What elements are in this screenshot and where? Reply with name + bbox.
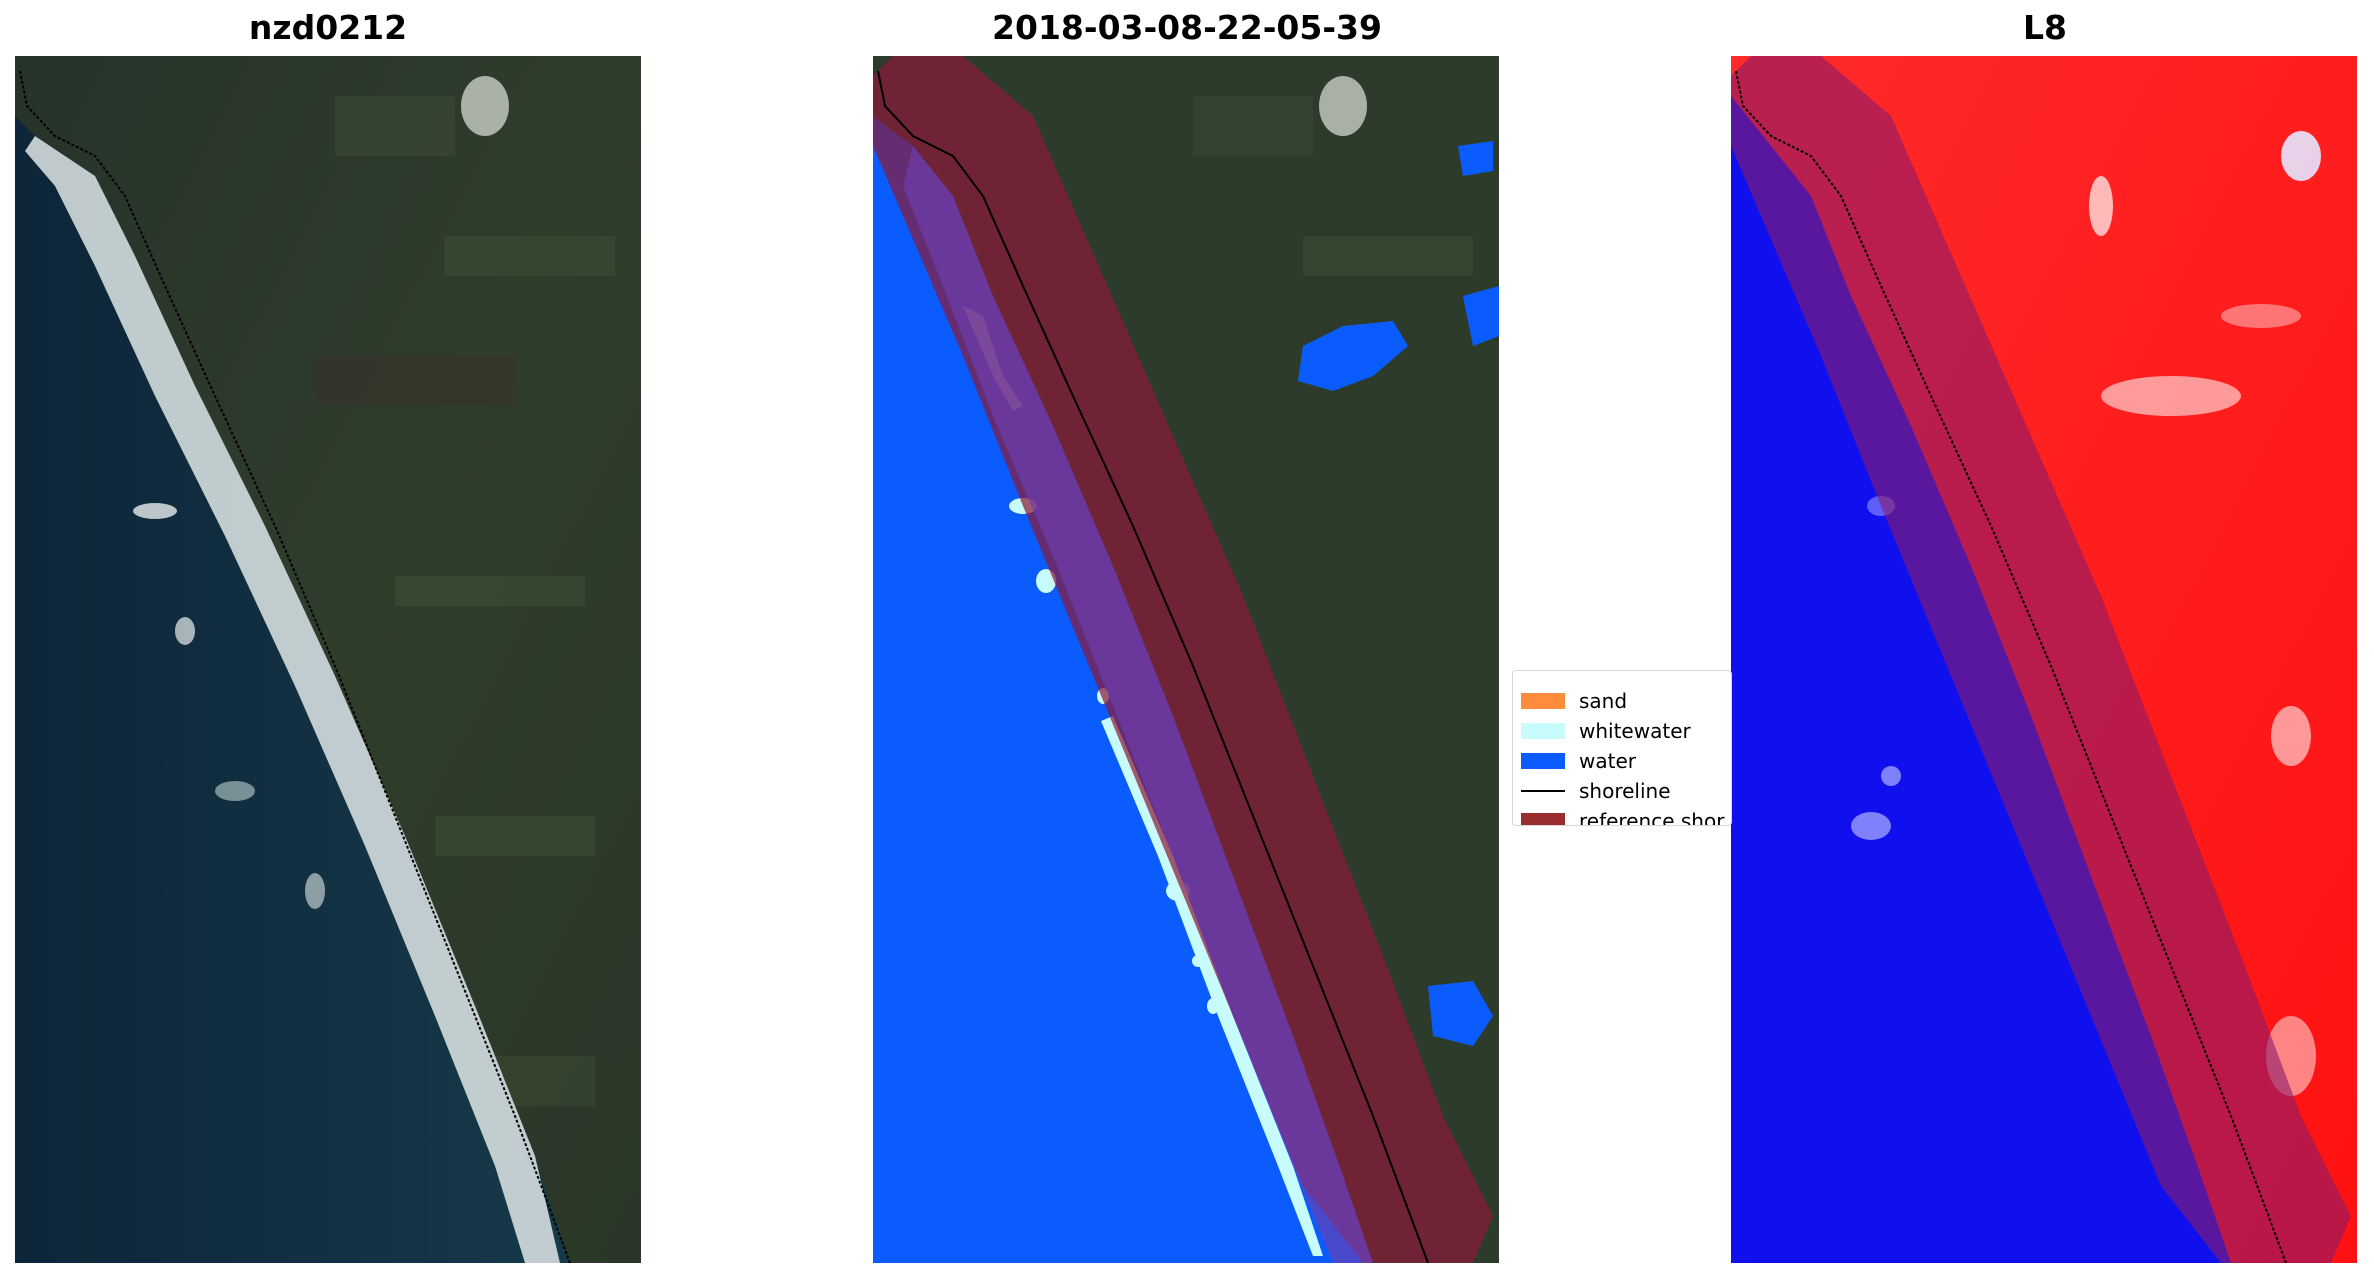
- whitewater-swatch: [1521, 723, 1565, 739]
- rgb-satellite-image: [15, 56, 641, 1263]
- classified-image-panel: [873, 56, 1499, 1263]
- sand-swatch: [1521, 693, 1565, 709]
- water-swatch: [1521, 753, 1565, 769]
- legend-entry-whitewater: whitewater: [1513, 718, 1731, 744]
- reference-shoreline-swatch: [1521, 813, 1565, 825]
- index-image: [1731, 56, 2357, 1263]
- rgb-image-panel: [15, 56, 641, 1263]
- legend-entry-water: water: [1513, 748, 1731, 774]
- reference-shoreline-buffer: [873, 56, 1493, 1263]
- legend-label: shoreline: [1579, 779, 1671, 803]
- panel-title-rgb: nzd0212: [248, 8, 408, 47]
- legend-entry-sand: sand: [1513, 688, 1731, 714]
- panel-title-index: L8: [2023, 8, 2067, 47]
- legend-label: water: [1579, 749, 1636, 773]
- legend-entry-shoreline: shoreline: [1513, 778, 1731, 804]
- legend-label: reference shor: [1579, 809, 1725, 826]
- legend-label: sand: [1579, 689, 1628, 713]
- panel-title-classified: 2018-03-08-22-05-39: [992, 8, 1382, 47]
- legend: sand whitewater water shoreline referenc…: [1512, 670, 1732, 826]
- shoreline-line-swatch: [1521, 790, 1565, 793]
- legend-label: whitewater: [1579, 719, 1691, 743]
- legend-entry-reference-shoreline: reference shor: [1513, 808, 1731, 826]
- index-image-panel: [1731, 56, 2357, 1263]
- classified-image: [873, 56, 1499, 1263]
